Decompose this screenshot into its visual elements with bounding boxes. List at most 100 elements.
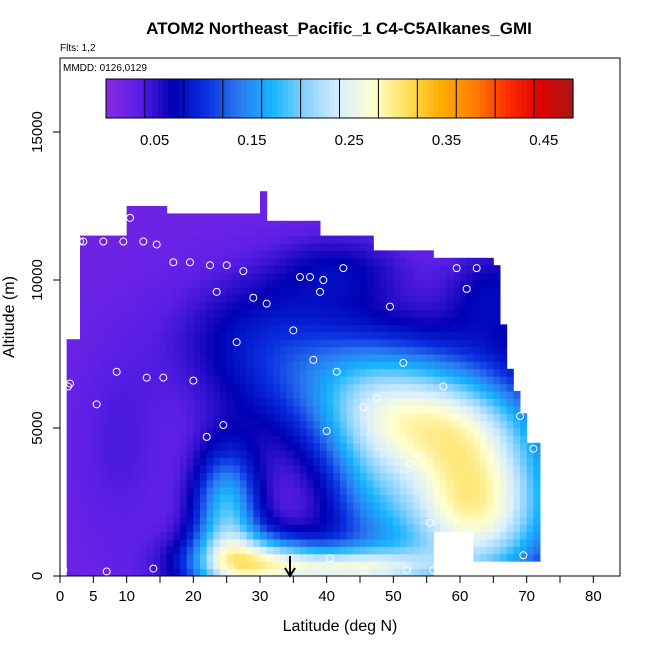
- field-cell: [400, 287, 408, 296]
- field-cell: [300, 494, 308, 503]
- field-cell: [213, 472, 221, 481]
- field-cell: [186, 524, 194, 533]
- field-cell: [386, 494, 394, 503]
- field-cell: [126, 368, 134, 377]
- field-cell: [246, 391, 254, 399]
- field-cell: [86, 472, 94, 481]
- field-cell: [213, 265, 221, 274]
- field-cell: [460, 368, 468, 377]
- observation-point: [452, 264, 461, 273]
- field-cell: [466, 368, 474, 377]
- field-cell: [86, 450, 94, 459]
- field-cell: [120, 457, 128, 466]
- field-cell: [173, 220, 181, 229]
- field-cell: [266, 531, 274, 540]
- field-cell: [113, 553, 121, 562]
- field-cell: [506, 502, 514, 510]
- field-cell: [440, 494, 448, 503]
- field-cell: [513, 539, 521, 547]
- field-cell: [93, 257, 101, 266]
- field-cell: [193, 472, 201, 481]
- field-cell: [200, 302, 208, 311]
- field-cell: [120, 494, 128, 503]
- field-cell: [300, 524, 308, 533]
- field-cell: [80, 376, 88, 385]
- field-cell: [73, 472, 81, 481]
- field-cell: [433, 309, 441, 318]
- field-cell: [180, 250, 188, 259]
- field-cell: [260, 339, 268, 348]
- field-cell: [306, 250, 314, 259]
- field-cell: [113, 317, 121, 325]
- field-cell: [186, 220, 194, 229]
- colorbar-segment: [489, 79, 496, 118]
- field-cell: [133, 465, 141, 473]
- field-cell: [353, 391, 361, 399]
- colorbar-segment: [495, 79, 501, 118]
- field-cell: [486, 280, 494, 288]
- field-cell: [100, 272, 108, 281]
- field-cell: [413, 339, 421, 348]
- field-cell: [286, 420, 294, 429]
- field-cell: [180, 450, 188, 459]
- field-cell: [440, 465, 448, 473]
- field-cell: [166, 287, 174, 296]
- field-cell: [426, 317, 434, 325]
- field-cell: [453, 331, 461, 340]
- field-cell: [173, 487, 181, 496]
- field-cell: [460, 487, 468, 496]
- field-cell: [166, 361, 174, 370]
- field-cell: [386, 435, 394, 444]
- field-cell: [186, 568, 194, 576]
- field-cell: [293, 568, 301, 576]
- field-cell: [346, 502, 354, 510]
- field-cell: [146, 442, 154, 451]
- field-cell: [140, 280, 148, 288]
- field-cell: [100, 324, 108, 333]
- field-cell: [66, 502, 74, 510]
- field-cell: [473, 487, 481, 496]
- field-cell: [253, 272, 261, 281]
- field-cell: [166, 553, 174, 562]
- field-cell: [133, 220, 141, 229]
- field-cell: [253, 405, 261, 414]
- field-cell: [493, 553, 501, 562]
- field-cell: [133, 383, 141, 392]
- field-cell: [293, 516, 301, 525]
- field-cell: [360, 435, 368, 444]
- field-cell: [113, 376, 121, 385]
- field-cell: [213, 553, 221, 562]
- observation-point: [206, 261, 214, 270]
- field-cell: [366, 368, 374, 377]
- field-cell: [500, 524, 508, 533]
- x-tick-label: 10: [118, 588, 135, 605]
- field-cell: [493, 435, 501, 444]
- field-cell: [506, 413, 514, 422]
- field-cell: [180, 405, 188, 414]
- field-cell: [173, 561, 181, 570]
- field-cell: [160, 516, 168, 525]
- field-cell: [126, 317, 134, 325]
- field-cell: [280, 257, 288, 266]
- field-cell: [246, 339, 254, 348]
- field-cell: [273, 317, 281, 325]
- field-cell: [380, 539, 388, 547]
- field-cell: [273, 280, 281, 288]
- field-cell: [480, 331, 488, 340]
- field-cell: [106, 398, 114, 407]
- field-cell: [106, 324, 114, 333]
- field-cell: [446, 368, 454, 377]
- field-cell: [280, 383, 288, 392]
- field-cell: [106, 472, 114, 481]
- field-cell: [233, 531, 241, 540]
- field-cell: [426, 398, 434, 407]
- field-cell: [400, 561, 408, 570]
- observation-point: [126, 213, 134, 222]
- field-cell: [280, 354, 288, 362]
- field-cell: [120, 561, 128, 570]
- field-cell: [360, 568, 368, 576]
- field-cell: [473, 391, 481, 399]
- colorbar-segment: [422, 79, 429, 118]
- field-cell: [313, 361, 321, 370]
- field-cell: [366, 539, 374, 547]
